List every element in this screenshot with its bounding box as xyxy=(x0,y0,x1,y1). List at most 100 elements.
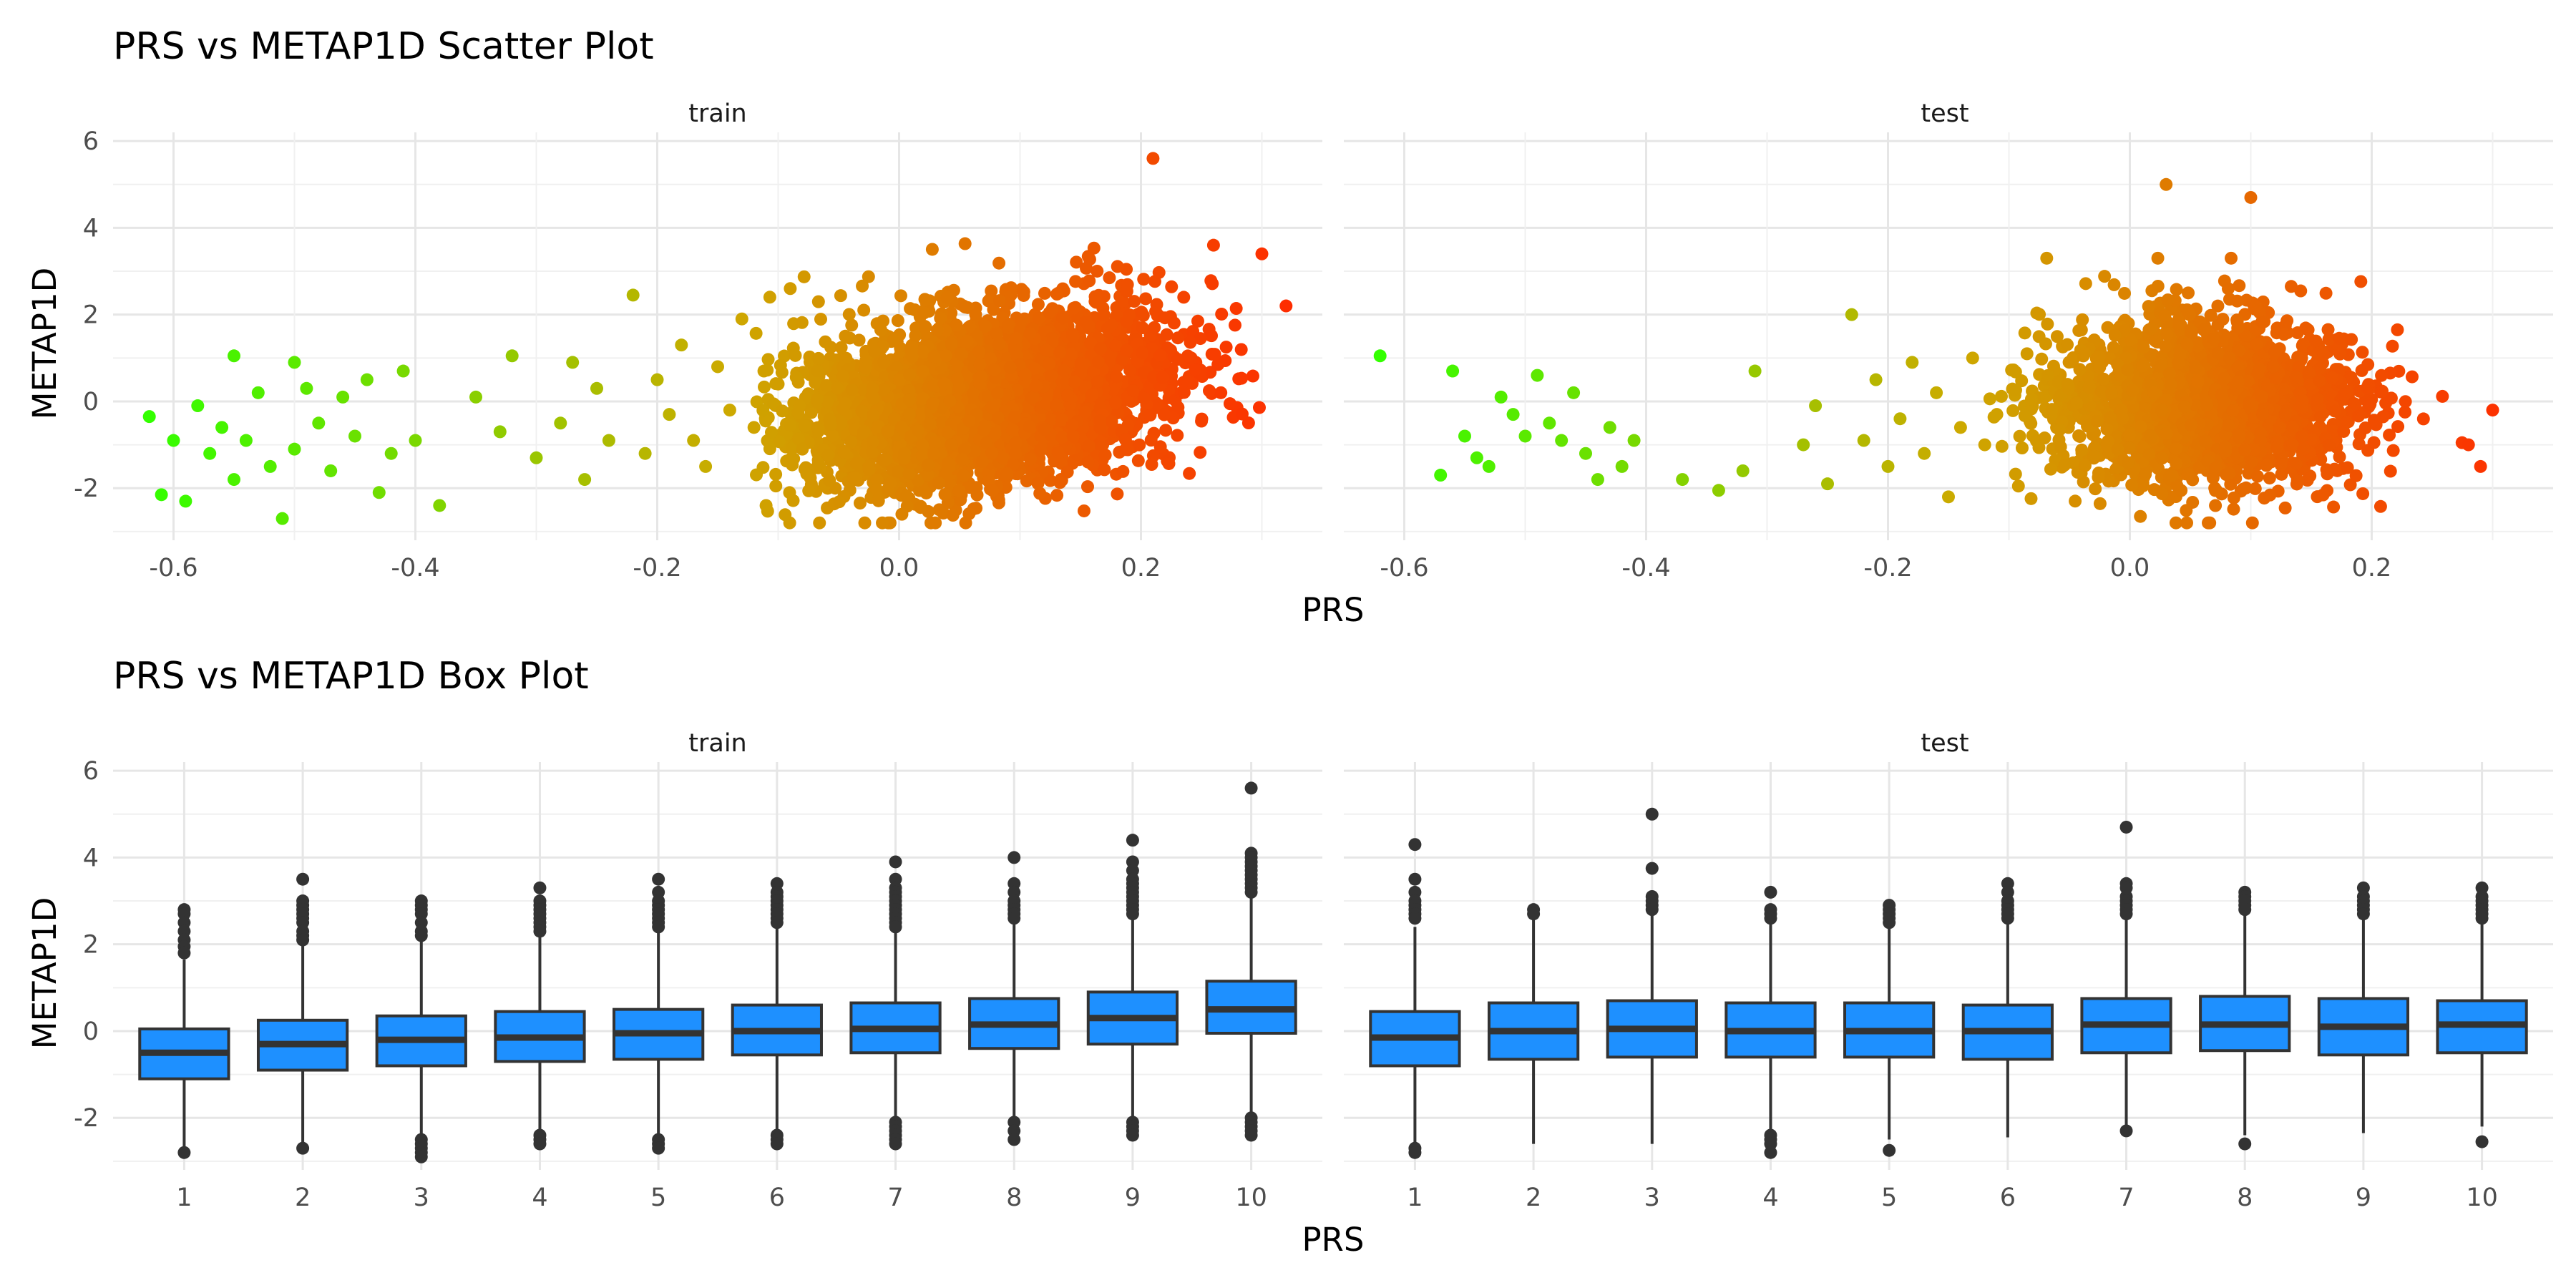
scatter-point xyxy=(1177,291,1191,304)
scatter-point xyxy=(578,473,592,487)
scatter-point xyxy=(1030,379,1043,393)
scatter-point xyxy=(844,435,858,449)
scatter-point xyxy=(1064,348,1078,361)
scatter-point xyxy=(142,410,156,424)
scatter-point xyxy=(923,417,937,431)
scatter-point xyxy=(804,406,818,419)
scatter-point xyxy=(2345,333,2358,346)
scatter-point xyxy=(834,289,847,303)
scatter-point xyxy=(757,380,771,394)
scatter-point xyxy=(2038,431,2051,445)
scatter-point xyxy=(1043,357,1056,371)
scatter-point xyxy=(916,364,930,378)
scatter-point xyxy=(847,471,861,484)
scatter-point xyxy=(1065,419,1079,432)
scatter-point xyxy=(962,507,976,520)
scatter-point xyxy=(735,312,748,326)
scatter-point xyxy=(868,344,882,358)
scatter-point xyxy=(228,473,240,487)
scatter-point xyxy=(1206,238,1220,252)
scatter-point xyxy=(859,361,872,375)
scatter-point xyxy=(957,469,970,482)
scatter-point xyxy=(384,447,398,460)
scatter-point xyxy=(856,279,869,293)
scatter-point xyxy=(1088,295,1102,308)
scatter-x-tick-label: -0.2 xyxy=(633,554,681,582)
scatter-point xyxy=(469,390,482,404)
scatter-point xyxy=(324,464,338,477)
scatter-point xyxy=(918,293,932,306)
scatter-point xyxy=(1015,313,1028,327)
scatter-point xyxy=(1087,241,1101,255)
scatter-point xyxy=(505,349,519,363)
scatter-point xyxy=(1034,444,1048,457)
scatter-point xyxy=(823,474,836,487)
scatter-point xyxy=(2367,436,2381,449)
scatter-point xyxy=(985,484,999,497)
scatter-point xyxy=(1983,392,1996,406)
scatter-point xyxy=(1082,318,1096,332)
scatter-point xyxy=(905,350,919,364)
scatter-point xyxy=(638,447,652,460)
scatter-point xyxy=(774,358,787,372)
scatter-point xyxy=(802,484,816,497)
scatter-point xyxy=(824,418,837,431)
scatter-y-tick-label: 4 xyxy=(83,214,99,243)
scatter-point xyxy=(872,494,885,507)
scatter-point xyxy=(750,468,763,482)
scatter-point xyxy=(927,350,941,364)
scatter-point xyxy=(2069,494,2082,508)
scatter-point xyxy=(862,462,876,476)
scatter-point xyxy=(1234,343,1248,356)
scatter-point xyxy=(867,391,880,405)
scatter-point xyxy=(2186,495,2200,509)
scatter-title: PRS vs METAP1D Scatter Plot xyxy=(113,25,654,68)
scatter-point xyxy=(2009,467,2022,481)
scatter-point xyxy=(1068,375,1081,389)
scatter-point xyxy=(1053,476,1067,489)
scatter-point xyxy=(1160,328,1174,341)
scatter-point xyxy=(1008,410,1021,424)
scatter-point xyxy=(1208,348,1221,361)
scatter-point xyxy=(1081,455,1095,469)
scatter-point xyxy=(862,270,875,283)
scatter-point xyxy=(960,335,974,348)
scatter-x-tick-label: 0.0 xyxy=(879,554,919,582)
scatter-point xyxy=(917,306,931,320)
scatter-point xyxy=(1165,280,1179,293)
scatter-point xyxy=(761,364,774,377)
scatter-point xyxy=(251,386,265,399)
scatter-point xyxy=(836,369,850,383)
scatter-point xyxy=(1184,336,1197,349)
scatter-point xyxy=(992,338,1006,351)
scatter-x-tick-label: -0.6 xyxy=(149,554,197,582)
scatter-point xyxy=(1018,368,1032,381)
scatter-x-tick-label: -0.6 xyxy=(1380,554,1428,582)
scatter-point xyxy=(811,295,825,308)
scatter-point xyxy=(1051,446,1065,459)
scatter-point xyxy=(1043,474,1057,487)
scatter-point xyxy=(1143,409,1157,422)
scatter-point xyxy=(940,291,954,304)
scatter-point xyxy=(2227,502,2240,516)
scatter-point xyxy=(894,421,908,434)
scatter-point xyxy=(926,397,940,411)
scatter-point xyxy=(275,512,289,525)
scatter-point xyxy=(1118,433,1132,447)
scatter-point xyxy=(990,386,1004,400)
scatter-point xyxy=(239,434,253,447)
scatter-point xyxy=(191,399,205,413)
scatter-point xyxy=(870,473,884,487)
scatter-point xyxy=(493,425,507,439)
scatter-point xyxy=(969,308,982,321)
scatter-point xyxy=(1116,464,1130,478)
scatter-point xyxy=(2354,275,2368,288)
scatter-point xyxy=(942,457,955,470)
scatter-point xyxy=(891,465,904,479)
scatter-point xyxy=(1070,255,1083,269)
scatter-point xyxy=(922,458,935,472)
scatter-point xyxy=(2352,409,2366,423)
scatter-point xyxy=(937,377,951,391)
scatter-point xyxy=(1131,454,1145,467)
